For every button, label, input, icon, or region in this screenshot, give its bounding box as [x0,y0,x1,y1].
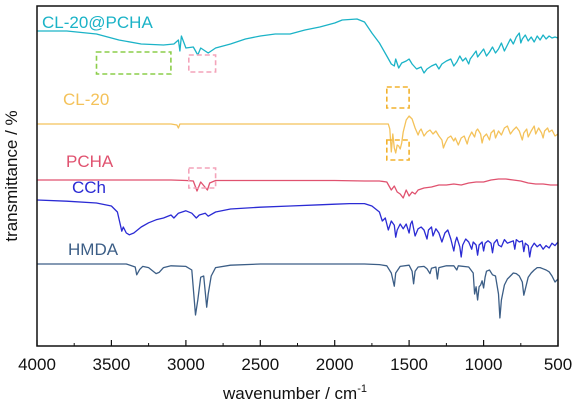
series-layer [36,18,559,319]
series-line-cl-20 [37,115,559,154]
x-tick-label-1000: 1000 [465,355,503,374]
y-axis-title: transmittance / % [2,110,21,241]
x-tick-label-3000: 3000 [167,355,205,374]
series-label-layer: CL-20@PCHA CL-20 PCHA CCh HMDA [42,13,153,259]
series-label-cch: CCh [72,178,106,197]
x-tick-label-2500: 2500 [241,355,279,374]
x-tick-label-3500: 3500 [92,355,130,374]
x-tick-label-500: 500 [544,355,572,374]
x-tick-label-2000: 2000 [316,355,354,374]
series-line-cl-20-pcha [37,18,559,74]
series-label-cl-20-pcha: CL-20@PCHA [42,13,153,32]
x-tick-label-4000: 4000 [18,355,56,374]
series-line-cch [36,199,559,258]
highlight-box-2 [188,54,217,73]
highlight-box-5 [188,167,217,189]
x-tick-layer: 4000 3500 3000 2500 2000 1500 1000 500 [18,340,572,374]
highlight-box-4 [385,139,410,161]
highlight-box-3 [385,86,410,109]
x-axis-title-superscript: -1 [357,383,367,395]
highlight-box-layer [95,51,410,189]
series-line-pcha [37,178,558,199]
x-tick-label-1500: 1500 [390,355,428,374]
x-axis-title: wavenumber / cm-1 [222,383,367,403]
series-label-pcha: PCHA [66,152,114,171]
series-label-hmda: HMDA [68,240,119,259]
series-label-cl-20: CL-20 [63,90,109,109]
series-line-hmda [37,263,559,319]
